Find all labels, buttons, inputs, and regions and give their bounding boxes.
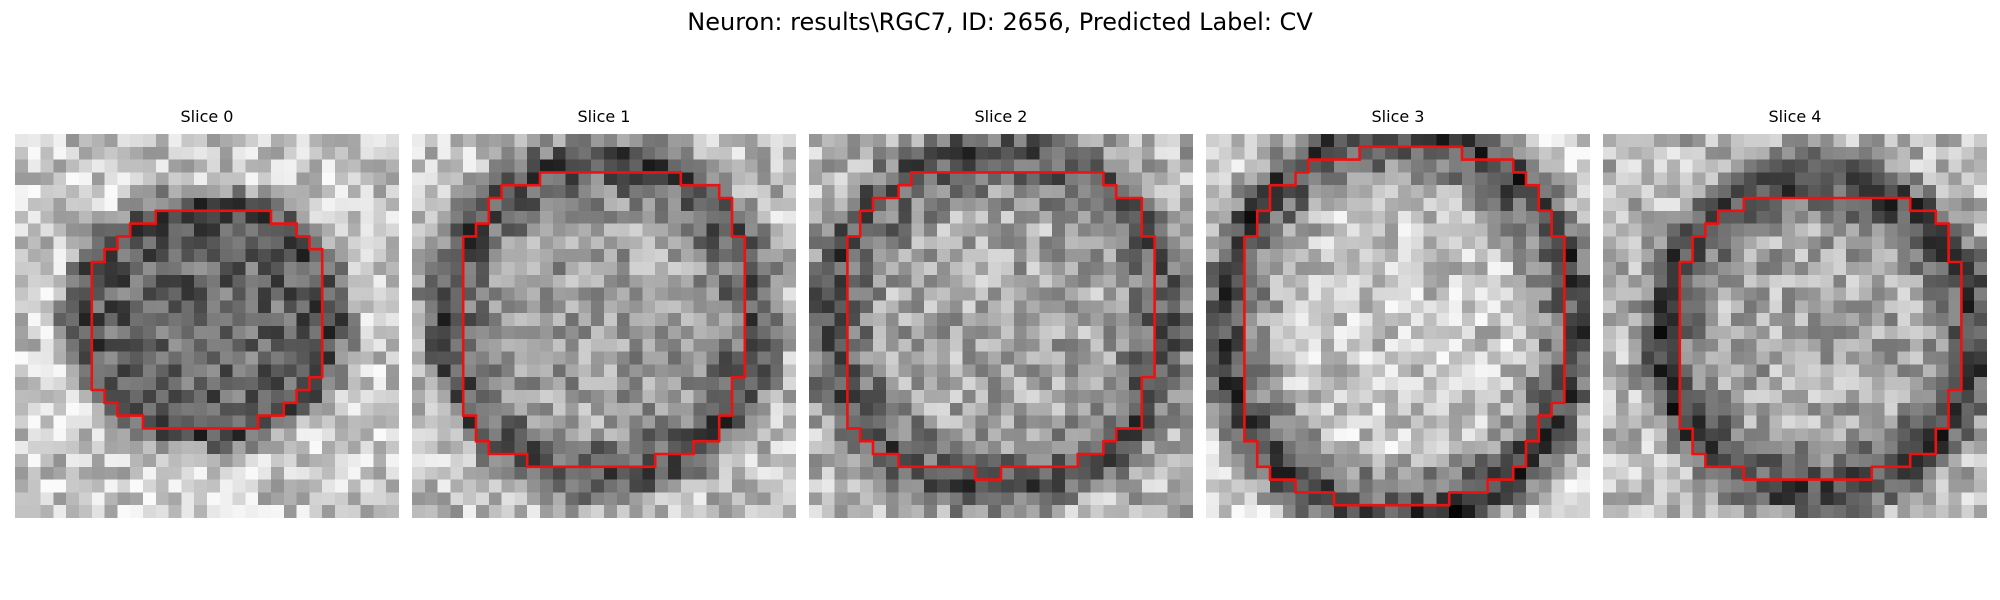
slice-panel: Slice 3 — [1206, 106, 1590, 520]
pixel-grid — [1603, 134, 1987, 518]
pixel-grid — [15, 134, 399, 518]
figure-title: Neuron: results\RGC7, ID: 2656, Predicte… — [687, 8, 1313, 36]
slice-panel: Slice 2 — [809, 106, 1193, 520]
slice-image — [15, 134, 399, 518]
cell-contour-outline — [90, 209, 324, 430]
slice-title: Slice 4 — [1768, 107, 1822, 126]
slice-image — [809, 134, 1193, 518]
pixel-grid — [412, 134, 796, 518]
cell-contour-outline — [1678, 196, 1963, 481]
slice-title: Slice 1 — [577, 107, 631, 126]
slice-panel: Slice 4 — [1603, 106, 1987, 520]
slice-image — [1603, 134, 1987, 518]
pixel-grid — [1206, 134, 1590, 518]
slice-title: Slice 3 — [1371, 107, 1425, 126]
slice-panel: Slice 1 — [412, 106, 796, 520]
slice-image — [1206, 134, 1590, 518]
cell-contour-outline — [846, 171, 1156, 481]
cell-contour-outline — [461, 171, 747, 469]
slice-title: Slice 2 — [974, 107, 1028, 126]
slice-image — [412, 134, 796, 518]
pixel-grid — [809, 134, 1193, 518]
slice-title: Slice 0 — [180, 107, 234, 126]
slice-panel: Slice 0 — [15, 106, 399, 520]
cell-contour-outline — [1243, 145, 1566, 507]
